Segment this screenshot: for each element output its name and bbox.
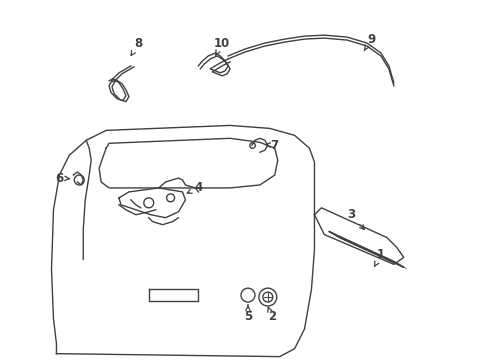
Text: 1: 1	[374, 248, 384, 266]
Text: 5: 5	[244, 305, 252, 323]
Text: 6: 6	[55, 171, 69, 185]
Text: 8: 8	[131, 37, 142, 55]
Text: 7: 7	[264, 139, 278, 152]
Text: 10: 10	[214, 37, 230, 55]
Text: 9: 9	[364, 33, 374, 51]
Text: 3: 3	[346, 208, 364, 229]
Text: 4: 4	[187, 181, 202, 194]
Text: 2: 2	[267, 307, 275, 323]
